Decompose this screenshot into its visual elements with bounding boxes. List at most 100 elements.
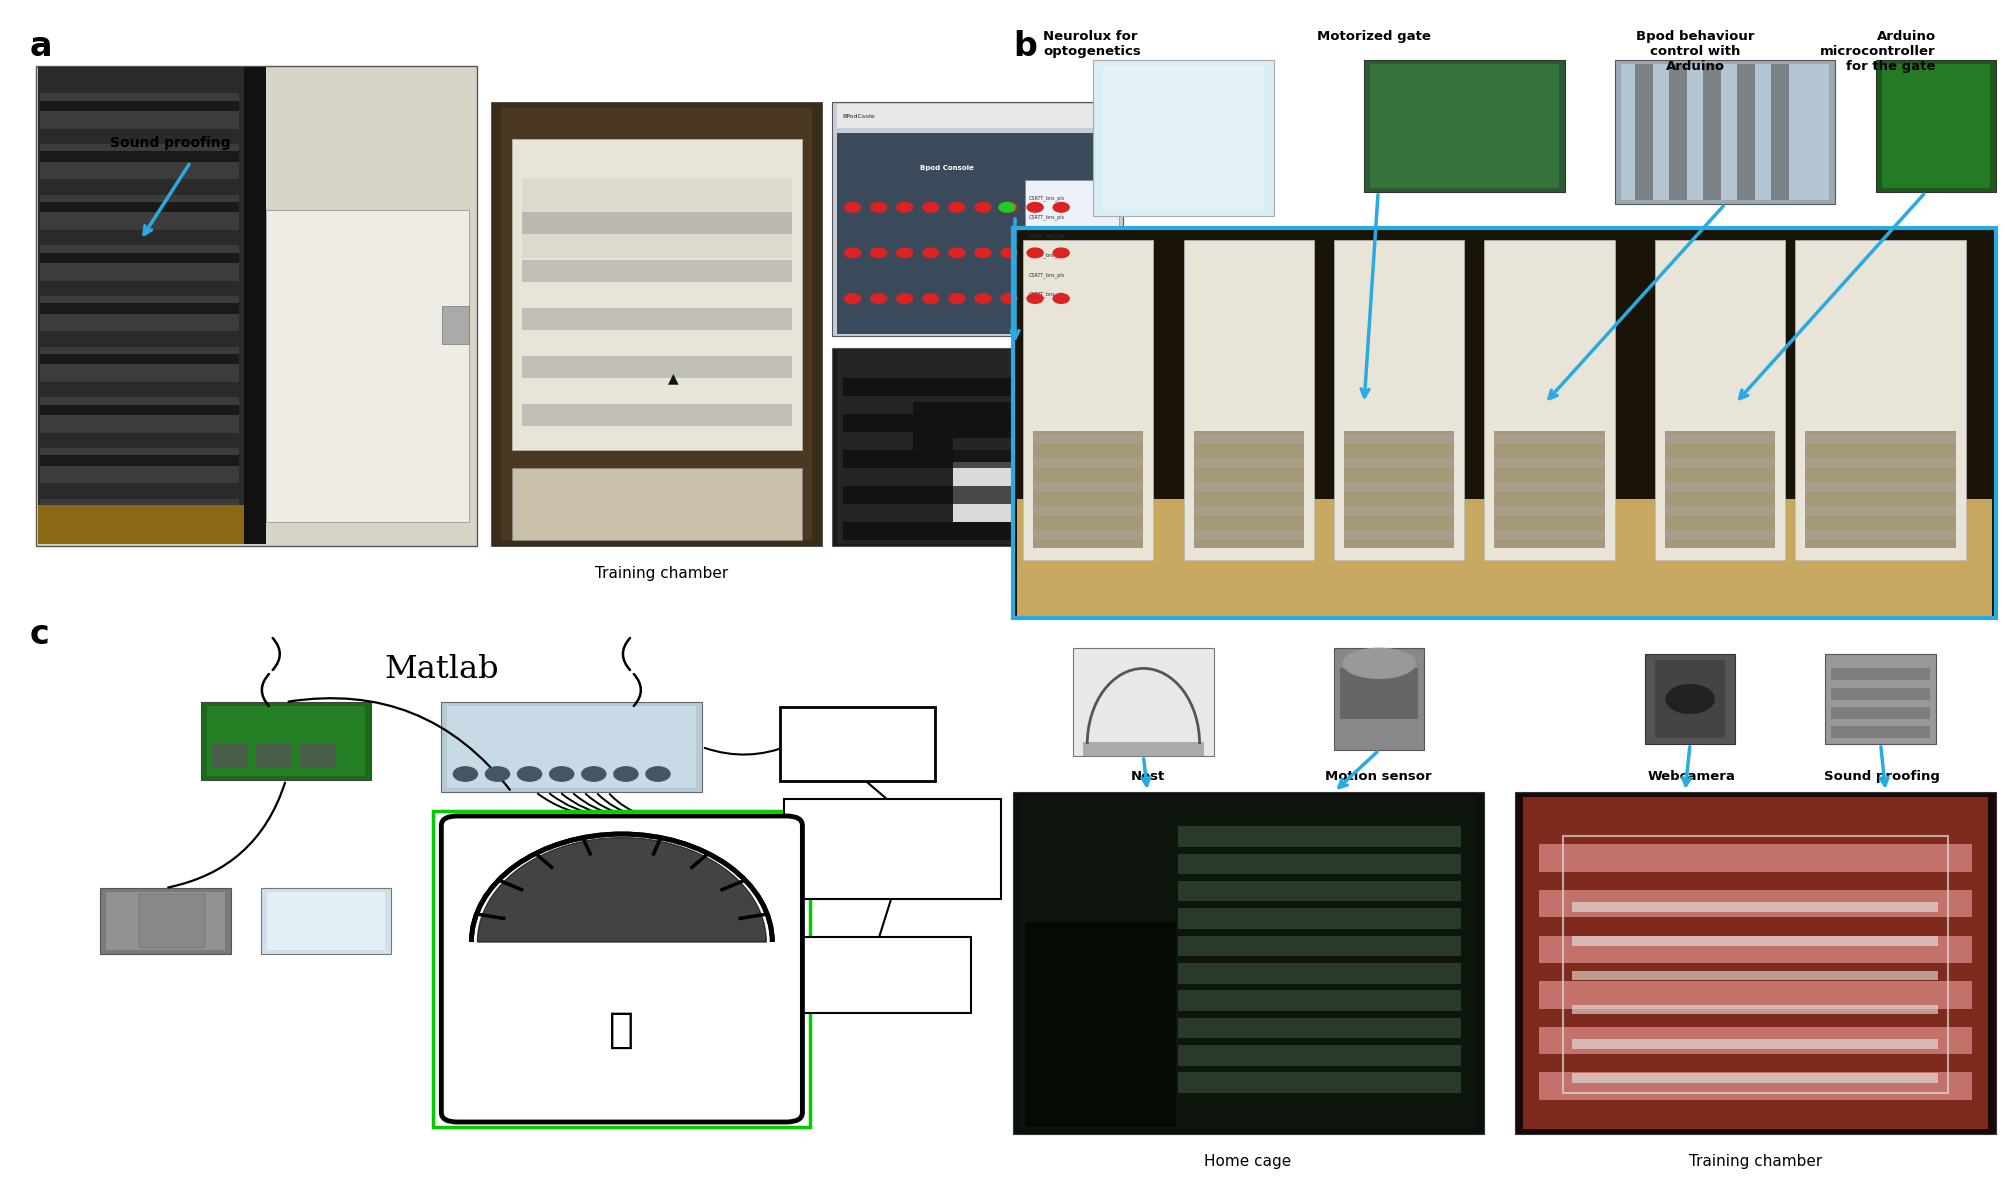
FancyBboxPatch shape	[1831, 707, 1929, 719]
Text: Bpod behaviour
control with
Arduino: Bpod behaviour control with Arduino	[1634, 30, 1754, 73]
FancyBboxPatch shape	[1702, 64, 1720, 200]
FancyBboxPatch shape	[836, 133, 1119, 334]
FancyBboxPatch shape	[1343, 458, 1454, 468]
Ellipse shape	[1343, 648, 1416, 678]
Text: Sound proofing: Sound proofing	[110, 136, 231, 150]
FancyBboxPatch shape	[40, 94, 239, 128]
FancyBboxPatch shape	[1494, 530, 1604, 540]
FancyBboxPatch shape	[1620, 64, 1829, 200]
Text: Motorized gate: Motorized gate	[1317, 30, 1430, 43]
Text: Webcamera: Webcamera	[1646, 770, 1734, 784]
FancyBboxPatch shape	[1021, 797, 1476, 1129]
FancyBboxPatch shape	[40, 498, 239, 534]
FancyBboxPatch shape	[207, 706, 365, 776]
FancyBboxPatch shape	[441, 306, 469, 344]
FancyBboxPatch shape	[261, 888, 391, 954]
FancyBboxPatch shape	[265, 210, 469, 522]
FancyBboxPatch shape	[441, 816, 802, 1122]
FancyBboxPatch shape	[299, 744, 335, 768]
FancyBboxPatch shape	[1177, 1073, 1460, 1093]
FancyBboxPatch shape	[40, 194, 239, 230]
FancyBboxPatch shape	[521, 212, 792, 234]
Text: Motion sensor: Motion sensor	[1323, 770, 1432, 784]
FancyBboxPatch shape	[1831, 668, 1929, 680]
FancyBboxPatch shape	[1668, 64, 1686, 200]
FancyBboxPatch shape	[1177, 881, 1460, 901]
FancyBboxPatch shape	[501, 108, 812, 540]
Circle shape	[1000, 248, 1017, 258]
Circle shape	[1000, 203, 1017, 212]
Circle shape	[1664, 684, 1712, 713]
FancyBboxPatch shape	[447, 706, 696, 788]
Circle shape	[922, 294, 938, 304]
FancyBboxPatch shape	[1183, 240, 1313, 559]
Text: Matlab: Matlab	[383, 654, 499, 685]
FancyBboxPatch shape	[1177, 826, 1460, 847]
Circle shape	[453, 767, 477, 781]
FancyBboxPatch shape	[1033, 530, 1143, 540]
Circle shape	[974, 248, 990, 258]
FancyBboxPatch shape	[40, 202, 239, 212]
FancyBboxPatch shape	[1177, 962, 1460, 984]
FancyBboxPatch shape	[1572, 902, 1937, 912]
Text: Sound proofing: Sound proofing	[1823, 770, 1939, 784]
FancyBboxPatch shape	[1083, 742, 1203, 756]
Text: CSRTT_bns_pls: CSRTT_bns_pls	[1029, 292, 1065, 296]
Circle shape	[896, 294, 912, 304]
FancyBboxPatch shape	[1875, 60, 1995, 192]
FancyBboxPatch shape	[1333, 648, 1424, 750]
Text: CSRTT_bns_pls: CSRTT_bns_pls	[1029, 234, 1065, 239]
FancyBboxPatch shape	[1343, 482, 1454, 492]
Circle shape	[1053, 248, 1069, 258]
FancyBboxPatch shape	[784, 799, 1000, 899]
Circle shape	[646, 767, 670, 781]
Circle shape	[844, 294, 860, 304]
FancyBboxPatch shape	[1033, 458, 1143, 468]
FancyBboxPatch shape	[255, 744, 291, 768]
FancyBboxPatch shape	[1193, 530, 1303, 540]
FancyBboxPatch shape	[1614, 60, 1835, 204]
FancyBboxPatch shape	[1881, 64, 1989, 188]
FancyBboxPatch shape	[1538, 1027, 1971, 1055]
FancyBboxPatch shape	[1343, 506, 1454, 516]
FancyBboxPatch shape	[1177, 908, 1460, 929]
FancyBboxPatch shape	[912, 402, 1013, 462]
FancyBboxPatch shape	[1664, 506, 1774, 516]
FancyBboxPatch shape	[1484, 240, 1614, 559]
Text: Bpod Console: Bpod Console	[918, 164, 972, 170]
Circle shape	[1000, 294, 1017, 304]
FancyBboxPatch shape	[1572, 971, 1937, 980]
FancyBboxPatch shape	[1343, 530, 1454, 540]
FancyBboxPatch shape	[1572, 1004, 1937, 1014]
FancyBboxPatch shape	[1363, 60, 1564, 192]
FancyBboxPatch shape	[842, 522, 1113, 540]
FancyBboxPatch shape	[521, 404, 792, 426]
FancyBboxPatch shape	[780, 707, 934, 781]
FancyBboxPatch shape	[1804, 431, 1955, 547]
FancyBboxPatch shape	[40, 144, 239, 179]
Circle shape	[870, 203, 886, 212]
FancyBboxPatch shape	[1017, 499, 1991, 616]
Circle shape	[974, 203, 990, 212]
Circle shape	[896, 248, 912, 258]
FancyBboxPatch shape	[1572, 936, 1937, 946]
FancyBboxPatch shape	[521, 356, 792, 378]
FancyBboxPatch shape	[100, 888, 231, 954]
FancyBboxPatch shape	[1193, 482, 1303, 492]
FancyBboxPatch shape	[38, 67, 251, 544]
FancyBboxPatch shape	[1333, 240, 1464, 559]
FancyBboxPatch shape	[1572, 1073, 1937, 1082]
FancyBboxPatch shape	[40, 101, 239, 110]
Text: Neurolux for
optogenetics: Neurolux for optogenetics	[1043, 30, 1141, 58]
FancyBboxPatch shape	[1522, 797, 1987, 1129]
FancyBboxPatch shape	[36, 66, 477, 546]
Circle shape	[1027, 294, 1043, 304]
FancyBboxPatch shape	[1339, 668, 1418, 719]
FancyBboxPatch shape	[1664, 530, 1774, 540]
FancyBboxPatch shape	[40, 404, 239, 415]
Text: CSRTT_bns_pls: CSRTT_bns_pls	[1029, 196, 1065, 200]
FancyBboxPatch shape	[1023, 240, 1153, 559]
FancyBboxPatch shape	[40, 448, 239, 484]
FancyBboxPatch shape	[1794, 240, 1965, 559]
FancyBboxPatch shape	[1831, 726, 1929, 738]
